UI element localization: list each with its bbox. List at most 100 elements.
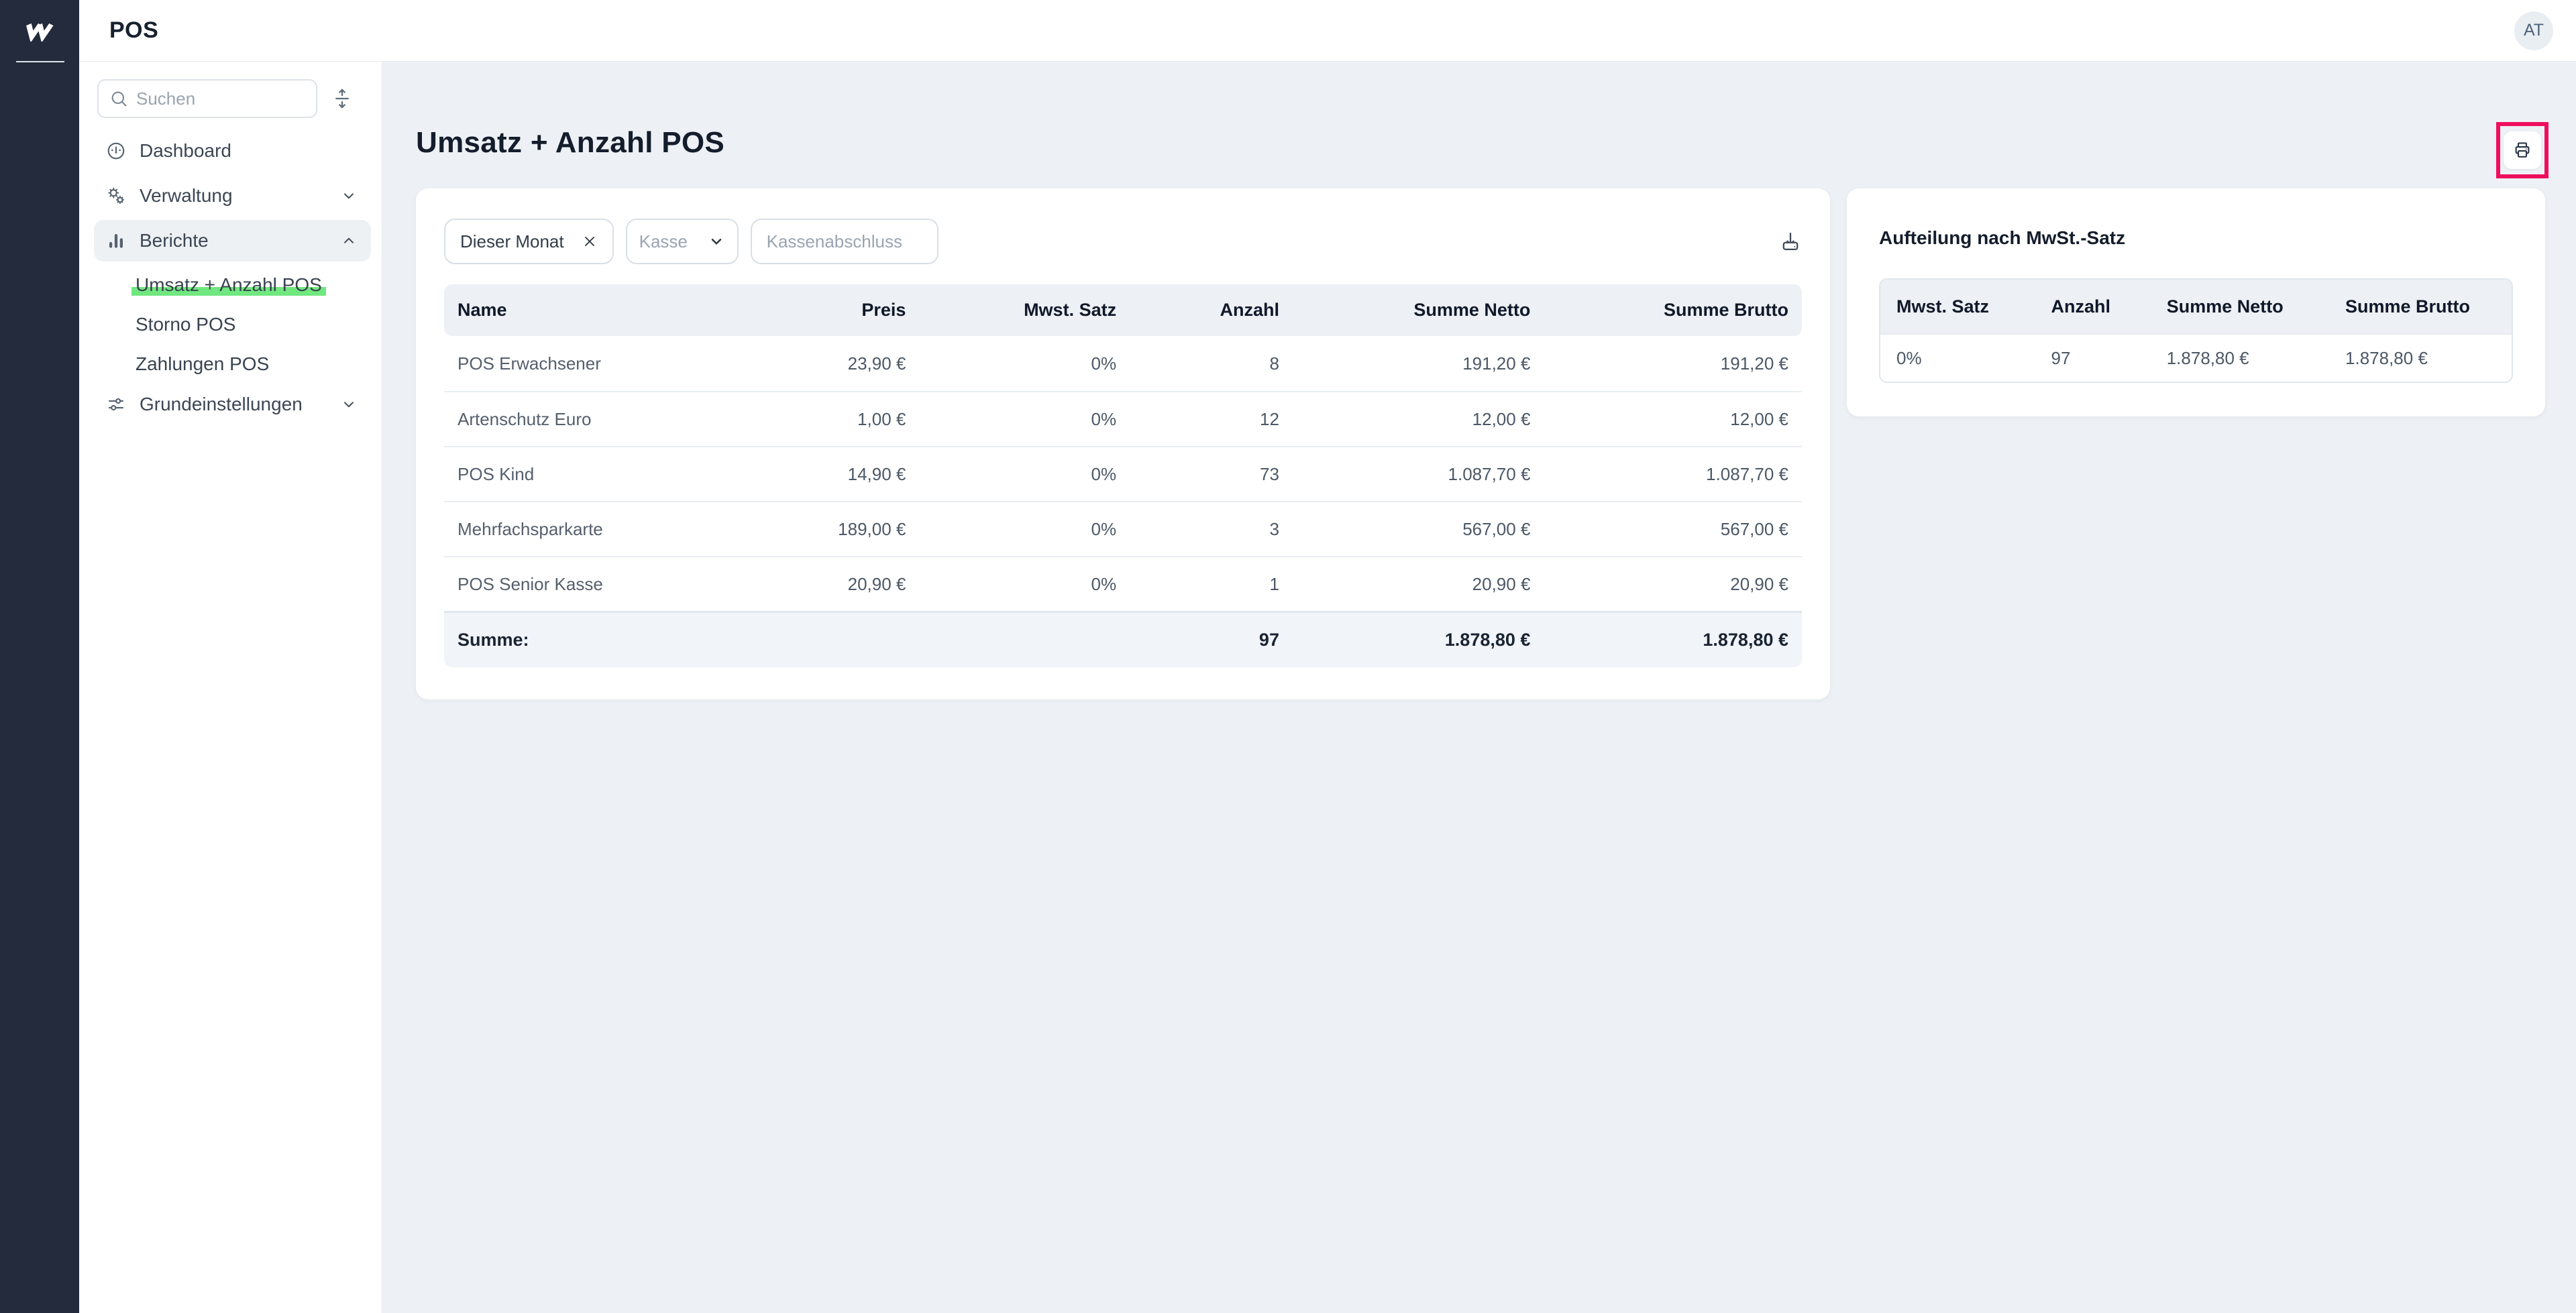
report-cell: POS Erwachsener	[458, 353, 601, 374]
report-column-header: Name	[444, 284, 702, 336]
report-cell: 0%	[919, 556, 1130, 611]
report-cell: 20,90 €	[1544, 556, 1802, 611]
rail-divider	[16, 61, 64, 62]
active-submenu-label: Umsatz + Anzahl POS	[131, 274, 326, 296]
report-cell: POS Kind	[444, 446, 702, 501]
report-cell: POS Senior Kasse	[444, 556, 702, 611]
report-column-header: Summe Brutto	[1544, 284, 1802, 336]
report-column-header: Anzahl	[1130, 284, 1293, 336]
report-column-header: Preis	[702, 284, 920, 336]
kasse-select-placeholder: Kasse	[639, 231, 688, 251]
chevron-up-icon	[340, 232, 358, 249]
kasse-select[interactable]: Kasse	[625, 219, 739, 264]
chevron-down-icon	[340, 396, 358, 413]
vat-header-row: Mwst. Satz Anzahl Summe Netto Summe Brutto	[1880, 280, 2512, 333]
vat-column-header: Anzahl	[2035, 280, 2151, 333]
app-title: POS	[109, 17, 159, 43]
bar-chart-icon	[106, 231, 126, 251]
report-cell: 73	[1130, 446, 1293, 501]
gauge-icon	[106, 141, 126, 161]
annotation-highlight-box	[2496, 122, 2548, 178]
sidebar: Dashboard	[79, 62, 382, 1313]
report-table: Name Preis Mwst. Satz Anzahl Summe Netto Summ…	[444, 284, 1802, 667]
sidebar-item-umsatz-anzahl-pos[interactable]: Umsatz + Anzahl POS	[94, 265, 371, 304]
report-cell: 12,00 €	[1292, 391, 1544, 446]
report-cell: 1.087,70 €	[1544, 446, 1802, 501]
report-column-header: Summe Netto	[1292, 284, 1544, 336]
printer-icon	[2512, 140, 2532, 160]
report-cell: 189,00 €	[702, 501, 920, 556]
report-cell: 1,00 €	[702, 391, 920, 446]
collapse-vertical-icon[interactable]	[332, 89, 352, 109]
vat-card-title: Aufteilung nach MwSt.-Satz	[1879, 227, 2126, 248]
vat-cell: 97	[2035, 333, 2151, 382]
report-cell: 12,00 €	[1544, 391, 1802, 446]
main-content: Umsatz + Anzahl POS	[382, 62, 2576, 1313]
report-column-header: Mwst. Satz	[919, 284, 1130, 336]
vat-column-header: Summe Brutto	[2329, 280, 2512, 333]
vat-column-header: Summe Netto	[2150, 280, 2330, 333]
report-table-foot: Summe: 97 1.878,80 €1.878,80 €	[444, 611, 1802, 667]
report-cell: 1	[1130, 556, 1293, 611]
filter-chip-dieser-monat[interactable]: Dieser Monat	[444, 219, 614, 264]
report-cell: 191,20 €	[1462, 353, 1531, 374]
sidebar-item-berichte[interactable]: Berichte	[94, 220, 371, 262]
table-row: POS Kind 14,90 €0% 73 1.087,70 €1.087,70 €	[444, 446, 1802, 501]
sidebar-item-dashboard[interactable]: Dashboard	[94, 130, 371, 172]
submenu-label: Storno POS	[136, 313, 236, 335]
chevron-down-icon	[340, 187, 358, 205]
download-icon[interactable]	[1779, 230, 1802, 253]
sidebar-menu: Dashboard	[79, 130, 382, 425]
report-cell: 0%	[919, 391, 1130, 446]
report-cell: 191,20 €	[1720, 353, 1788, 374]
sidebar-item-label: Berichte	[140, 230, 209, 251]
vat-cell: 1.878,80 €	[2329, 333, 2512, 382]
avatar[interactable]: AT	[2514, 11, 2553, 50]
vat-card: Aufteilung nach MwSt.-Satz Mwst. Satz Anz…	[1847, 188, 2545, 416]
report-cell: 0%	[919, 446, 1130, 501]
vat-table-body: 0% 97 1.878,80 €1.878,80 €	[1880, 333, 2512, 382]
chevron-down-icon	[708, 233, 725, 250]
search-icon	[109, 89, 128, 108]
w-brand-mark-icon	[24, 21, 55, 42]
search-box	[97, 79, 317, 118]
summary-cell	[919, 611, 1130, 667]
sidebar-item-zahlungen-pos[interactable]: Zahlungen POS	[94, 344, 371, 384]
vat-cell: 0%	[1880, 333, 2035, 382]
report-cell: 0%	[919, 501, 1130, 556]
brand-rail	[0, 0, 79, 1313]
report-cell: 8	[1269, 353, 1279, 374]
summary-cell: Summe:	[444, 611, 702, 667]
report-header-row: Name Preis Mwst. Satz Anzahl Summe Netto Summ…	[444, 284, 1802, 336]
close-icon[interactable]	[582, 233, 598, 249]
report-cell: 1.087,70 €	[1292, 446, 1544, 501]
report-cell: 20,90 €	[1292, 556, 1544, 611]
vat-table-head: Mwst. Satz Anzahl Summe Netto Summe Brutto	[1880, 280, 2512, 333]
summary-cell: 1.878,80 €	[1544, 611, 1802, 667]
cards-row: Dieser Monat Kasse	[416, 188, 2576, 699]
sidebar-item-grundeinstellungen[interactable]: Grundeinstellungen	[94, 384, 371, 425]
top-header: POS AT	[79, 0, 2576, 62]
report-table-head: Name Preis Mwst. Satz Anzahl Summe Netto Summ…	[444, 284, 1802, 336]
sidebar-search-row	[79, 79, 382, 118]
report-table-body: POS Erwachsener 23,90 € 0% 8 191,20 € 191,20 …	[444, 336, 1802, 611]
kassenabschluss-input[interactable]	[750, 219, 938, 264]
summary-cell: 1.878,80 €	[1292, 611, 1544, 667]
brand-logo[interactable]	[0, 15, 79, 48]
content-row: Dashboard	[79, 62, 2576, 1313]
report-cell: 567,00 €	[1544, 501, 1802, 556]
print-button[interactable]	[2504, 131, 2541, 169]
table-row: POS Senior Kasse 20,90 €0% 1 20,90 €20,90 €	[444, 556, 1802, 611]
filter-bar: Dieser Monat Kasse	[444, 219, 1802, 264]
submenu-label: Zahlungen POS	[136, 353, 270, 374]
filter-chip-label: Dieser Monat	[460, 231, 564, 251]
summary-cell	[702, 611, 920, 667]
search-input[interactable]	[136, 88, 305, 109]
vat-column-header: Mwst. Satz	[1880, 280, 2035, 333]
sidebar-item-storno-pos[interactable]: Storno POS	[94, 304, 371, 344]
sidebar-item-verwaltung[interactable]: Verwaltung	[94, 175, 371, 217]
report-cell: Artenschutz Euro	[444, 391, 702, 446]
report-cell: 0%	[1091, 353, 1117, 374]
report-cell: 567,00 €	[1292, 501, 1544, 556]
